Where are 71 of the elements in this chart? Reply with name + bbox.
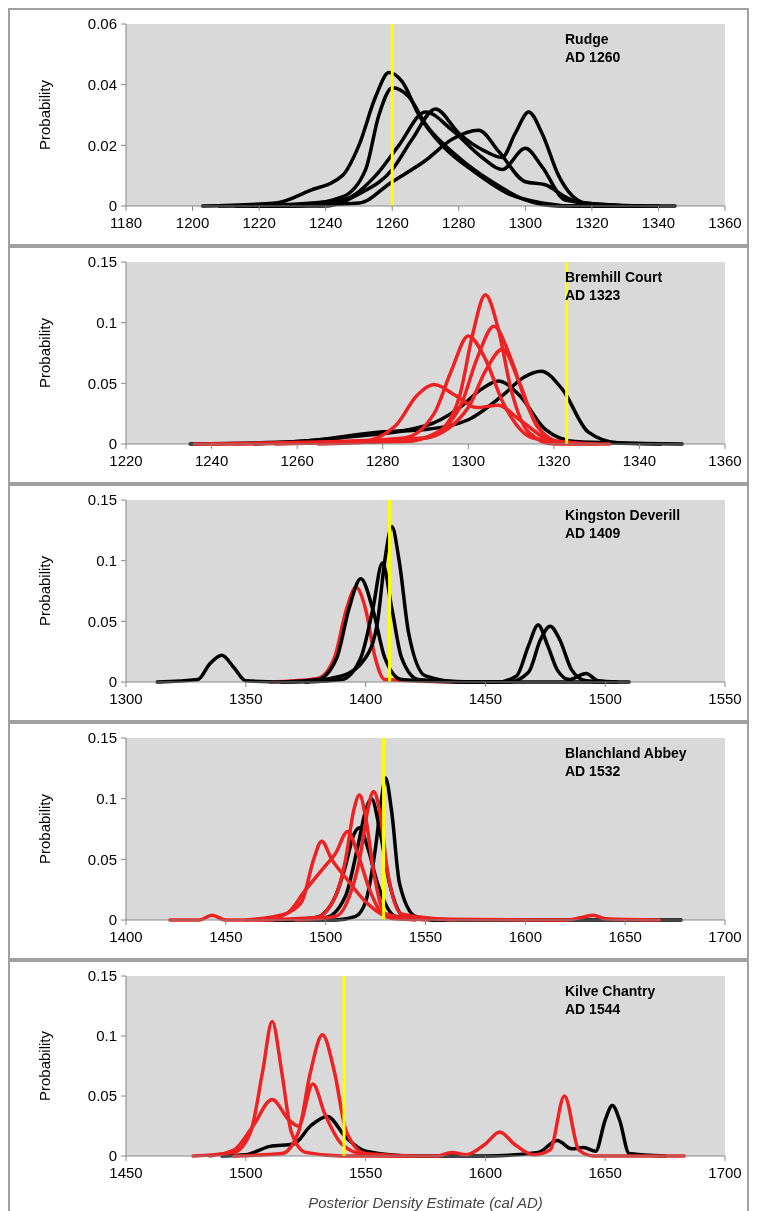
- y-tick-label: 0: [108, 911, 117, 929]
- y-tick-label: 0: [108, 197, 117, 215]
- x-tick-label: 1280: [442, 214, 476, 231]
- y-tick-label: 0.02: [87, 136, 117, 154]
- y-axis-title: Probability: [36, 1030, 53, 1102]
- x-axis-title: Posterior Density Estimate (cal AD): [308, 1194, 543, 1211]
- y-axis-title: Probability: [36, 793, 53, 865]
- x-tick-label: 1450: [468, 690, 503, 707]
- y-tick-label: 0.15: [87, 967, 117, 985]
- y-tick-label: 0.05: [87, 850, 117, 868]
- text: Kingston Deverill: [565, 507, 681, 523]
- text: AD 1409: [565, 525, 621, 541]
- x-tick-label: 1260: [280, 452, 314, 469]
- x-tick-label: 1320: [537, 452, 571, 469]
- x-tick-label: 1600: [508, 928, 543, 945]
- y-tick-label: 0: [108, 673, 117, 691]
- x-tick-label: 1300: [451, 452, 485, 469]
- y-tick-label: 0.1: [96, 551, 117, 569]
- y-tick-label: 0.15: [87, 253, 117, 271]
- x-tick-label: 1400: [348, 690, 383, 707]
- x-tick-label: 1700: [708, 928, 742, 945]
- y-tick-label: 0.04: [87, 75, 117, 93]
- y-tick-label: 0: [108, 435, 117, 453]
- x-tick-label: 1700: [708, 1164, 742, 1181]
- text: Kilve Chantry: [565, 983, 656, 999]
- x-tick-label: 1400: [109, 928, 143, 945]
- y-axis-title: Probability: [36, 317, 53, 389]
- y-tick-label: 0.15: [87, 491, 117, 509]
- x-tick-label: 1450: [209, 928, 243, 945]
- x-tick-label: 1600: [468, 1164, 503, 1181]
- y-tick-label: 0.1: [96, 1027, 117, 1045]
- y-tick-label: 0: [108, 1147, 117, 1165]
- x-tick-label: 1240: [308, 214, 343, 231]
- x-tick-label: 1450: [109, 1164, 143, 1181]
- x-tick-label: 1180: [109, 214, 143, 231]
- text: Blanchland Abbey: [565, 745, 687, 761]
- text: AD 1532: [565, 763, 621, 779]
- x-tick-label: 1240: [194, 452, 229, 469]
- text: AD 1544: [565, 1001, 621, 1017]
- x-tick-label: 1360: [708, 214, 742, 231]
- text: Rudge: [565, 31, 609, 47]
- x-tick-label: 1500: [308, 928, 343, 945]
- x-tick-label: 1650: [588, 1164, 622, 1181]
- y-axis-title: Probability: [36, 555, 53, 627]
- x-tick-label: 1550: [708, 690, 742, 707]
- y-tick-label: 0.15: [87, 729, 117, 747]
- x-tick-label: 1350: [229, 690, 263, 707]
- y-axis-title: Probability: [36, 79, 53, 151]
- x-tick-label: 1550: [348, 1164, 383, 1181]
- x-tick-label: 1320: [575, 214, 609, 231]
- text: AD 1260: [565, 49, 621, 65]
- x-tick-label: 1260: [375, 214, 409, 231]
- x-tick-label: 1360: [708, 452, 742, 469]
- x-tick-label: 1280: [366, 452, 400, 469]
- x-tick-label: 1300: [508, 214, 543, 231]
- y-tick-label: 0.1: [96, 789, 117, 807]
- x-tick-label: 1340: [622, 452, 657, 469]
- x-tick-label: 1500: [229, 1164, 263, 1181]
- x-tick-label: 1200: [175, 214, 210, 231]
- x-tick-label: 1650: [608, 928, 642, 945]
- x-tick-label: 1550: [408, 928, 443, 945]
- y-tick-label: 0.05: [87, 1087, 117, 1105]
- y-tick-label: 0.05: [87, 612, 117, 630]
- x-tick-label: 1220: [242, 214, 276, 231]
- x-tick-label: 1300: [109, 690, 143, 707]
- x-tick-label: 1340: [641, 214, 676, 231]
- x-tick-label: 1220: [109, 452, 143, 469]
- y-tick-label: 0.1: [96, 313, 117, 331]
- y-tick-label: 0.05: [87, 374, 117, 392]
- x-tick-label: 1500: [588, 690, 622, 707]
- y-tick-label: 0.06: [87, 15, 117, 33]
